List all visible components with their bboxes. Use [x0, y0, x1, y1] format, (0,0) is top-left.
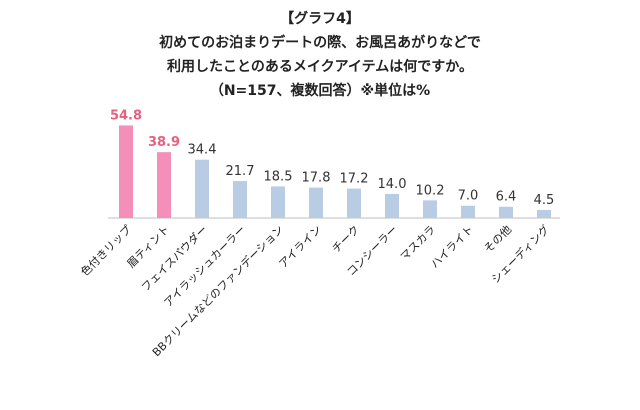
value-label-9: 7.0	[458, 189, 479, 204]
chart-title-line-2: 初めてのお泊まりデートの際、お風呂あがりなどで	[159, 35, 481, 51]
category-label-0: 色付きリップ	[78, 222, 135, 279]
category-label-6: チーク	[330, 223, 363, 256]
bar-5	[309, 187, 323, 218]
category-label-2: フェイスパウダー	[138, 222, 210, 294]
value-label-4: 18.5	[264, 169, 293, 184]
value-label-1: 38.9	[148, 135, 180, 150]
value-label-6: 17.2	[340, 172, 369, 187]
category-label-4: BBクリームなどのファンデーション	[149, 222, 286, 359]
bar-6	[347, 188, 361, 218]
value-label-2: 34.4	[188, 143, 217, 158]
chart-title-line-1: 【グラフ4】	[280, 11, 360, 27]
bar-7	[385, 193, 399, 218]
value-label-8: 10.2	[416, 183, 445, 198]
bar-0	[119, 125, 133, 218]
value-label-7: 14.0	[378, 177, 407, 192]
category-label-10: その他	[482, 223, 515, 256]
bar-4	[271, 186, 285, 218]
value-label-5: 17.8	[302, 171, 331, 186]
chart-subtitle: （N=157、複数回答）※単位は%	[209, 83, 431, 99]
value-label-3: 21.7	[226, 164, 255, 179]
bar-3	[233, 181, 247, 218]
bar-10	[499, 206, 513, 218]
value-label-10: 6.4	[496, 190, 517, 205]
bar-2	[195, 159, 209, 218]
bar-11	[537, 209, 551, 218]
value-label-11: 4.5	[534, 193, 555, 208]
bar-1	[157, 152, 171, 218]
bar-8	[423, 200, 437, 218]
bar-9	[461, 205, 475, 218]
chart-title-line-3: 利用したことのあるメイクアイテムは何ですか。	[167, 59, 473, 75]
value-label-0: 54.8	[110, 108, 142, 123]
